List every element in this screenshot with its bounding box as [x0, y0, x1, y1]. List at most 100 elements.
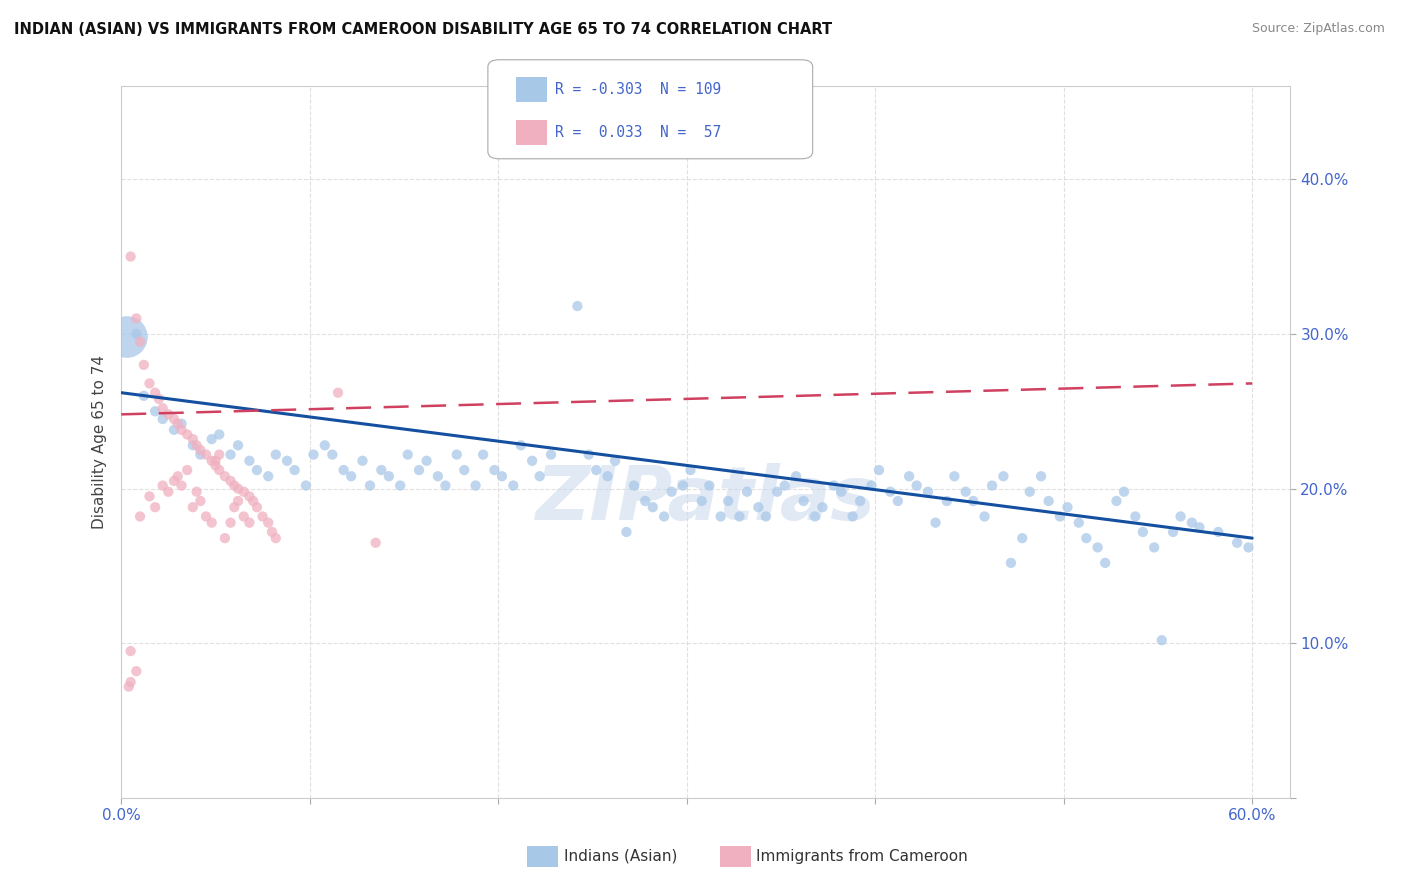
Point	[190, 448, 212, 462]
Text: Indians (Asian): Indians (Asian)	[564, 849, 678, 863]
Point	[352, 454, 374, 468]
Point	[138, 376, 160, 391]
Point	[332, 463, 354, 477]
Point	[804, 509, 827, 524]
Point	[955, 484, 977, 499]
Point	[186, 484, 208, 499]
Text: R = -0.303  N = 109: R = -0.303 N = 109	[555, 82, 721, 97]
Point	[717, 494, 740, 508]
Point	[208, 448, 231, 462]
Text: Immigrants from Cameroon: Immigrants from Cameroon	[756, 849, 969, 863]
Point	[204, 454, 226, 468]
Point	[879, 484, 901, 499]
Point	[321, 448, 343, 462]
Point	[170, 423, 193, 437]
Point	[1038, 494, 1060, 508]
Point	[186, 438, 208, 452]
Point	[295, 478, 318, 492]
Point	[201, 454, 224, 468]
Point	[578, 448, 600, 462]
Point	[260, 524, 283, 539]
Point	[138, 489, 160, 503]
Point	[326, 385, 349, 400]
Point	[163, 474, 186, 488]
Point	[616, 524, 638, 539]
Point	[364, 535, 387, 549]
Point	[755, 509, 778, 524]
Point	[143, 385, 166, 400]
Point	[314, 438, 336, 452]
Point	[993, 469, 1015, 483]
Point	[710, 509, 733, 524]
Point	[238, 516, 260, 530]
Point	[264, 531, 287, 545]
Point	[1143, 541, 1166, 555]
Point	[924, 516, 946, 530]
Point	[735, 484, 758, 499]
Point	[238, 454, 260, 468]
Point	[224, 478, 246, 492]
Point	[962, 494, 984, 508]
Point	[1105, 494, 1128, 508]
Point	[246, 500, 269, 515]
Point	[1150, 633, 1173, 648]
Text: ZIPatlas: ZIPatlas	[536, 463, 876, 536]
Point	[166, 469, 188, 483]
Point	[389, 478, 412, 492]
Text: Source: ZipAtlas.com: Source: ZipAtlas.com	[1251, 22, 1385, 36]
Point	[396, 448, 419, 462]
Point	[219, 474, 242, 488]
Point	[1087, 541, 1109, 555]
Point	[115, 330, 138, 344]
Point	[773, 478, 796, 492]
Point	[1161, 524, 1184, 539]
Point	[190, 494, 212, 508]
Point	[1206, 524, 1229, 539]
Point	[823, 478, 845, 492]
Point	[981, 478, 1004, 492]
Point	[238, 489, 260, 503]
Point	[201, 516, 224, 530]
Y-axis label: Disability Age 65 to 74: Disability Age 65 to 74	[93, 355, 107, 529]
Point	[860, 478, 883, 492]
Point	[302, 448, 325, 462]
Point	[596, 469, 619, 483]
Point	[793, 494, 815, 508]
Point	[170, 478, 193, 492]
Point	[898, 469, 921, 483]
Point	[181, 500, 204, 515]
Point	[195, 448, 218, 462]
Point	[484, 463, 506, 477]
Point	[849, 494, 872, 508]
Point	[1000, 556, 1022, 570]
Point	[242, 494, 264, 508]
Point	[370, 463, 392, 477]
Point	[917, 484, 939, 499]
Point	[1011, 531, 1033, 545]
Point	[766, 484, 789, 499]
Point	[120, 675, 142, 690]
Point	[132, 389, 155, 403]
Point	[520, 454, 543, 468]
Point	[1112, 484, 1135, 499]
Point	[811, 500, 834, 515]
Point	[219, 448, 242, 462]
Point	[190, 442, 212, 457]
Point	[672, 478, 695, 492]
Point	[214, 469, 236, 483]
Point	[232, 484, 254, 499]
Point	[690, 494, 713, 508]
Point	[214, 531, 236, 545]
Point	[887, 494, 910, 508]
Point	[491, 469, 513, 483]
Point	[634, 494, 657, 508]
Point	[453, 463, 475, 477]
Point	[246, 463, 269, 477]
Point	[163, 423, 186, 437]
Point	[1049, 509, 1071, 524]
Point	[252, 509, 274, 524]
Point	[148, 392, 170, 406]
Point	[359, 478, 381, 492]
Point	[841, 509, 863, 524]
Point	[129, 334, 152, 349]
